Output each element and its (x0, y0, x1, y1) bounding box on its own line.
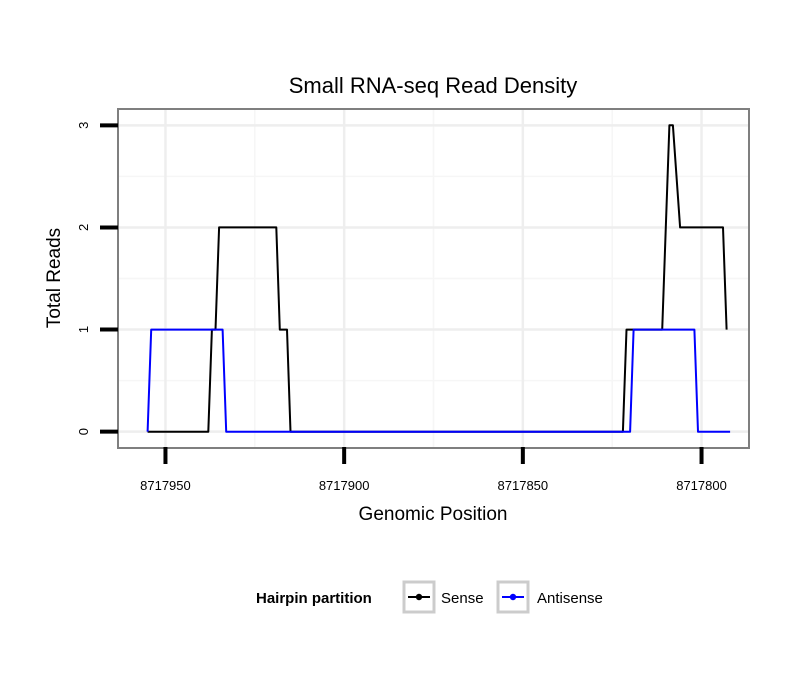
y-axis-title: Total Reads (44, 228, 65, 328)
series-line-antisense (146, 328, 731, 433)
x-tick-label: 8717850 (498, 478, 549, 493)
legend-marker-antisense (509, 593, 517, 601)
x-tick-label: 8717900 (319, 478, 370, 493)
y-tick-label: 2 (76, 224, 91, 231)
legend: Hairpin partition Sense Antisense (256, 580, 603, 614)
x-axis-title: Genomic Position (359, 504, 508, 525)
grid (119, 110, 748, 447)
x-tick-label: 8717950 (140, 478, 191, 493)
chart-title: Small RNA-seq Read Density (289, 73, 578, 98)
y-tick-label: 0 (76, 428, 91, 435)
x-tick-label: 8717800 (676, 478, 727, 493)
legend-label-antisense: Antisense (537, 590, 603, 607)
legend-title: Hairpin partition (256, 590, 372, 607)
plot-panel-border (117, 108, 750, 449)
legend-item-antisense[interactable]: Antisense (496, 580, 603, 614)
y-tick-label: 3 (76, 122, 91, 129)
legend-item-sense[interactable]: Sense (402, 580, 484, 614)
axes: 8717950 8717900 8717850 8717800 0 1 2 3 (76, 122, 727, 493)
series-layer (146, 124, 731, 433)
y-tick-label: 1 (76, 326, 91, 333)
legend-marker-sense (415, 593, 423, 601)
legend-label-sense: Sense (441, 590, 484, 607)
